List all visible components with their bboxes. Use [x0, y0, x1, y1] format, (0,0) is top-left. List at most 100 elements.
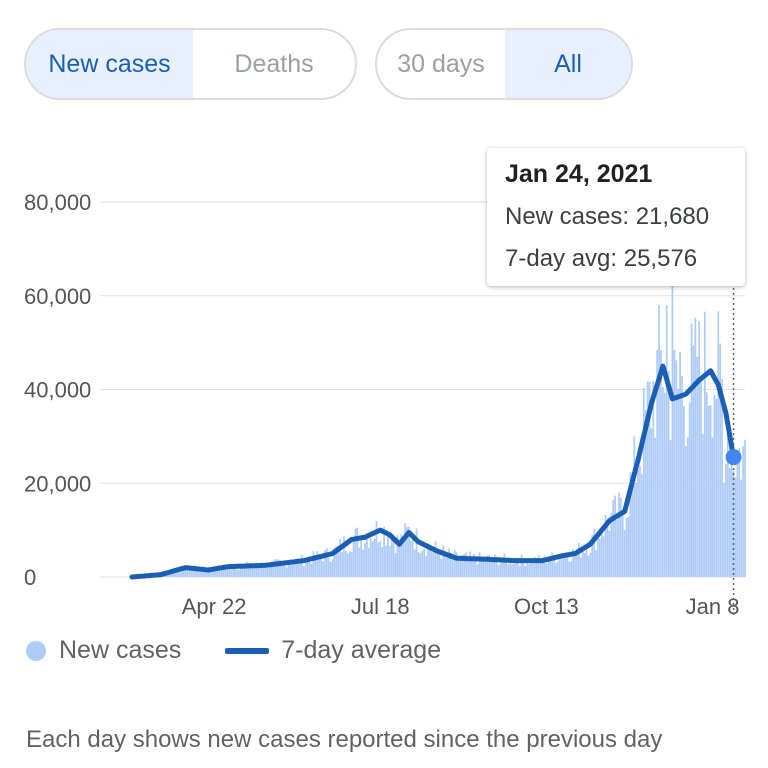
new-cases-bar	[675, 360, 678, 577]
new-cases-bar	[522, 560, 525, 577]
new-cases-bar	[205, 568, 208, 577]
new-cases-bar	[663, 392, 666, 577]
new-cases-bar	[318, 555, 321, 577]
new-cases-bar	[430, 550, 433, 577]
new-cases-bar	[196, 568, 198, 577]
new-cases-bar	[276, 559, 278, 577]
new-cases-bar	[715, 398, 718, 577]
avg-legend-icon	[225, 647, 270, 654]
new-cases-bar	[553, 556, 555, 577]
new-cases-bar	[404, 523, 406, 577]
new-cases-bar	[278, 559, 280, 577]
new-cases-bar	[176, 571, 179, 577]
new-cases-bar	[451, 556, 454, 577]
hover-point	[725, 449, 742, 466]
new-cases-bar	[606, 522, 609, 577]
new-cases-bar	[247, 567, 250, 577]
new-cases-bar	[264, 562, 267, 577]
new-cases-bar	[241, 564, 244, 577]
new-cases-bar	[669, 439, 672, 577]
new-cases-bar	[379, 540, 382, 577]
tab-all[interactable]: All	[505, 30, 631, 98]
cases-chart[interactable]: 0 20,000 40,000 60,000 80,000 Apr 22 Jul 18 Oct…	[0, 130, 768, 625]
new-cases-bar	[385, 545, 387, 577]
new-cases-bar	[297, 558, 299, 577]
new-cases-bar	[388, 546, 391, 577]
metric-toggle[interactable]: New cases Deaths	[24, 28, 357, 100]
new-cases-bar	[236, 569, 238, 577]
new-cases-bar	[713, 394, 716, 577]
new-cases-bar	[600, 534, 603, 577]
new-cases-bar	[719, 343, 722, 577]
new-cases-bar	[417, 551, 420, 577]
new-cases-bar	[392, 540, 395, 577]
new-cases-bar	[207, 570, 210, 577]
new-cases-bar	[197, 570, 200, 577]
new-cases-bar	[373, 538, 376, 577]
new-cases-bar	[587, 555, 590, 577]
new-cases-bar	[303, 566, 305, 577]
new-cases-bar	[184, 567, 187, 577]
new-cases-bar	[480, 557, 483, 577]
new-cases-bar	[239, 566, 242, 577]
new-cases-bar	[570, 561, 573, 577]
new-cases-bar	[495, 556, 498, 577]
y-tick-label: 20,000	[24, 471, 91, 496]
new-cases-bar	[631, 473, 634, 577]
new-cases-bar	[259, 565, 261, 577]
new-cases-bar	[518, 566, 521, 577]
new-cases-bar	[530, 558, 532, 577]
new-cases-bar	[484, 560, 487, 577]
new-cases-bar	[662, 387, 664, 577]
new-cases-bar	[679, 352, 681, 577]
new-cases-bar	[169, 573, 172, 577]
new-cases-bar	[211, 571, 214, 577]
new-cases-bar	[692, 345, 695, 577]
new-cases-bar	[686, 437, 689, 577]
new-cases-bar	[579, 557, 582, 577]
new-cases-bar	[209, 570, 212, 577]
new-cases-bar	[539, 558, 542, 577]
new-cases-bar	[503, 553, 506, 577]
new-cases-bar	[322, 561, 324, 577]
new-cases-bar	[442, 545, 445, 577]
x-tick-label: Oct 13	[514, 594, 579, 619]
new-cases-bar	[232, 568, 235, 577]
tab-deaths[interactable]: Deaths	[234, 49, 314, 78]
tab-new-cases[interactable]: New cases	[26, 30, 193, 98]
new-cases-bar	[616, 519, 618, 577]
new-cases-bar	[652, 381, 655, 577]
new-cases-bar	[377, 542, 380, 577]
new-cases-bar	[520, 554, 523, 577]
new-cases-bar	[226, 564, 229, 577]
new-cases-bar	[291, 564, 294, 577]
new-cases-bar	[356, 527, 359, 577]
new-cases-bar	[556, 561, 559, 577]
range-toggle[interactable]: 30 days All	[375, 28, 633, 100]
new-cases-bar	[301, 554, 303, 577]
new-cases-bar	[709, 405, 712, 577]
new-cases-bar	[694, 317, 697, 577]
new-cases-bar	[482, 556, 485, 577]
new-cases-bar	[350, 552, 353, 577]
new-cases-bar	[396, 534, 399, 577]
new-cases-bar	[387, 535, 389, 577]
new-cases-bar	[308, 559, 311, 577]
new-cases-bar	[742, 446, 744, 577]
new-cases-bar	[398, 544, 401, 577]
new-cases-bar	[287, 564, 290, 577]
new-cases-bar	[705, 392, 708, 577]
tab-30-days[interactable]: 30 days	[397, 49, 485, 78]
new-cases-bar	[228, 565, 231, 577]
new-cases-bar	[394, 553, 397, 577]
tooltip-new-cases: New cases: 21,680	[505, 203, 710, 230]
new-cases-bar	[688, 402, 691, 577]
new-cases-bar	[635, 482, 638, 577]
new-cases-bar	[270, 561, 273, 577]
new-cases-bar	[707, 405, 710, 577]
new-cases-bar	[490, 559, 492, 577]
y-tick-label: 80,000	[24, 190, 91, 215]
new-cases-bar	[415, 528, 418, 577]
new-cases-bar	[411, 539, 414, 577]
new-cases-bar	[499, 561, 502, 577]
